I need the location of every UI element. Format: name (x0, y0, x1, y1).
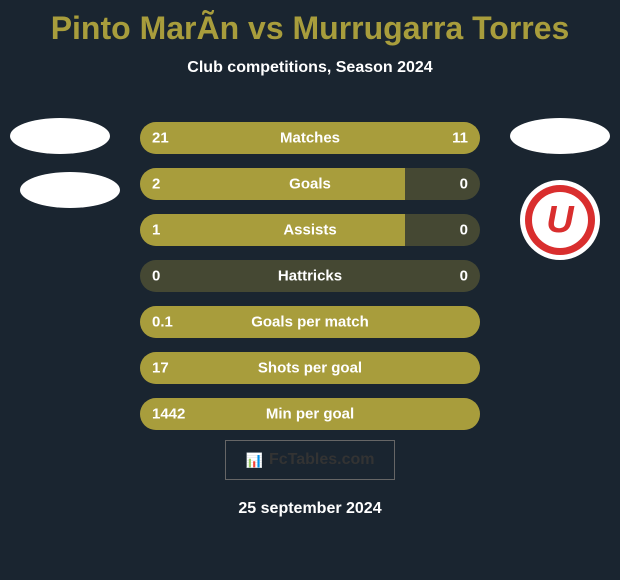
page-title: Pinto MarÃ­n vs Murrugarra Torres (0, 0, 620, 47)
stat-label: Matches (280, 130, 340, 147)
stat-value-left: 1 (152, 222, 160, 239)
stat-value-right: 0 (460, 222, 468, 239)
stat-row: 2 Goals 0 (140, 168, 480, 200)
stat-value-right: 11 (452, 130, 468, 147)
team-logo-left-2 (20, 172, 120, 208)
page-subtitle: Club competitions, Season 2024 (0, 59, 620, 77)
stat-value-left: 1442 (152, 406, 185, 423)
stat-label: Goals per match (251, 314, 369, 331)
stat-row: 0 Hattricks 0 (140, 260, 480, 292)
stat-label: Min per goal (266, 406, 354, 423)
site-name: FcTables.com (269, 451, 375, 469)
stat-value-left: 0 (152, 268, 160, 285)
chart-icon: 📊 (246, 452, 263, 469)
badge-letter: U (532, 192, 588, 248)
stats-container: 21 Matches 11 2 Goals 0 1 Assists 0 0 Hattricks 0 0.… (140, 122, 480, 444)
stat-value-right: 0 (460, 268, 468, 285)
team-logo-left-1 (10, 118, 110, 154)
stat-row: 1442 Min per goal (140, 398, 480, 430)
stat-value-left: 0.1 (152, 314, 173, 331)
team-logo-right-1 (510, 118, 610, 154)
stat-value-left: 21 (152, 130, 169, 147)
stat-value-left: 2 (152, 176, 160, 193)
stat-row: 0.1 Goals per match (140, 306, 480, 338)
footer-date: 25 september 2024 (238, 500, 381, 518)
stat-label: Shots per goal (258, 360, 362, 377)
stat-row: 1 Assists 0 (140, 214, 480, 246)
stat-value-right: 0 (460, 176, 468, 193)
footer-site-logo[interactable]: 📊 FcTables.com (225, 440, 395, 480)
stat-label: Hattricks (278, 268, 342, 285)
stat-value-left: 17 (152, 360, 169, 377)
stat-row: 21 Matches 11 (140, 122, 480, 154)
stat-bar-left (140, 214, 405, 246)
stat-bar-left (140, 168, 405, 200)
team-logo-right-badge: U (520, 180, 600, 260)
stat-label: Goals (289, 176, 331, 193)
stat-row: 17 Shots per goal (140, 352, 480, 384)
stat-label: Assists (283, 222, 336, 239)
